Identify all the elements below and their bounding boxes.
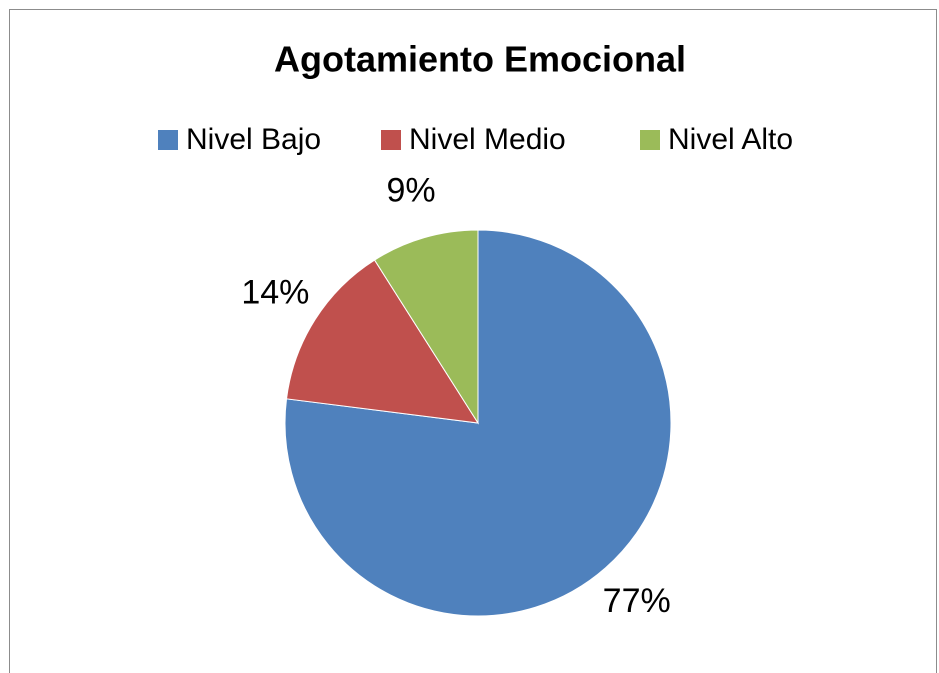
legend-label: Nivel Bajo	[186, 123, 321, 156]
legend-label: Nivel Medio	[409, 123, 566, 156]
legend-label: Nivel Alto	[668, 123, 793, 156]
legend-swatch	[381, 130, 401, 150]
data-label: 77%	[603, 582, 671, 620]
pie-slice	[284, 229, 672, 617]
chart-title: Agotamiento Emocional	[274, 39, 686, 80]
data-label: 14%	[241, 273, 309, 311]
legend-swatch	[640, 130, 660, 150]
legend-swatch	[158, 130, 178, 150]
pie-slice	[373, 229, 479, 425]
data-label: 9%	[386, 172, 435, 210]
pie-slice	[285, 259, 479, 424]
